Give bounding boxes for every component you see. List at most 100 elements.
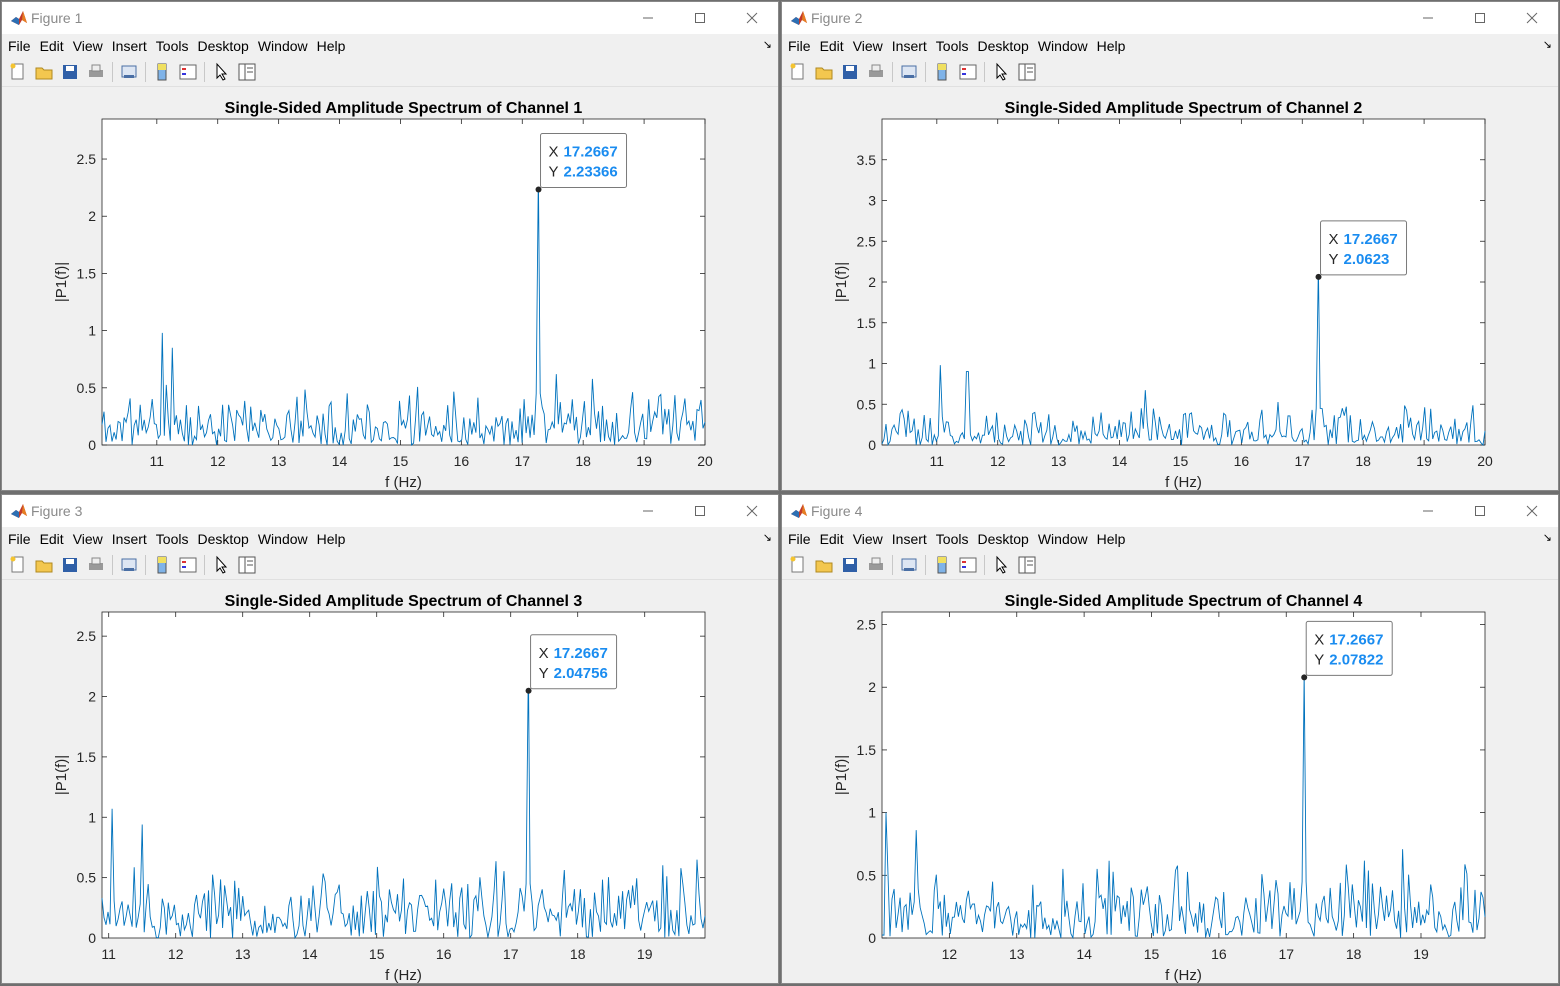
link-plot-icon[interactable] xyxy=(899,62,919,82)
title-bar[interactable]: Figure 2 xyxy=(782,2,1558,34)
spectrum-line[interactable] xyxy=(881,676,1486,940)
title-bar[interactable]: Figure 1 xyxy=(2,2,778,34)
new-figure-icon[interactable] xyxy=(788,555,808,575)
dock-arrow-icon[interactable]: ↘ xyxy=(1542,39,1552,51)
menu-insert[interactable]: Insert xyxy=(891,38,927,54)
menu-help[interactable]: Help xyxy=(1096,531,1126,547)
maximize-button[interactable] xyxy=(1454,2,1506,34)
open-file-icon[interactable] xyxy=(34,62,54,82)
menu-view[interactable]: View xyxy=(852,531,883,547)
close-button[interactable] xyxy=(1506,495,1558,527)
pointer-icon[interactable] xyxy=(991,555,1011,575)
figure-window[interactable]: Figure 1 File Edit View Insert Tools Desktop W… xyxy=(1,1,779,491)
menu-view[interactable]: View xyxy=(72,531,103,547)
close-button[interactable] xyxy=(726,495,778,527)
menu-file[interactable]: File xyxy=(8,38,31,54)
save-icon[interactable] xyxy=(840,555,860,575)
menu-edit[interactable]: Edit xyxy=(39,38,64,54)
menu-desktop[interactable]: Desktop xyxy=(197,38,249,54)
figure-window[interactable]: Figure 3 File Edit View Insert Tools Desktop W… xyxy=(1,494,779,984)
menu-file[interactable]: File xyxy=(788,38,811,54)
datatip-marker[interactable] xyxy=(535,186,542,193)
datatip-marker[interactable] xyxy=(525,687,532,694)
menu-help[interactable]: Help xyxy=(316,38,346,54)
minimize-button[interactable] xyxy=(622,495,674,527)
menu-insert[interactable]: Insert xyxy=(891,531,927,547)
menu-desktop[interactable]: Desktop xyxy=(977,38,1029,54)
menu-window[interactable]: Window xyxy=(257,531,308,547)
spectrum-line[interactable] xyxy=(101,690,706,940)
legend-icon[interactable] xyxy=(178,62,198,82)
link-plot-icon[interactable] xyxy=(119,555,139,575)
menu-tools[interactable]: Tools xyxy=(155,38,189,54)
new-figure-icon[interactable] xyxy=(8,555,28,575)
menu-help[interactable]: Help xyxy=(316,531,346,547)
close-button[interactable] xyxy=(1506,2,1558,34)
title-bar[interactable]: Figure 4 xyxy=(782,495,1558,527)
property-inspector-icon[interactable] xyxy=(1017,62,1037,82)
datatip-marker[interactable] xyxy=(1301,674,1308,681)
menu-tools[interactable]: Tools xyxy=(155,531,189,547)
menu-insert[interactable]: Insert xyxy=(111,531,147,547)
maximize-button[interactable] xyxy=(1454,495,1506,527)
pointer-icon[interactable] xyxy=(991,62,1011,82)
menu-file[interactable]: File xyxy=(788,531,811,547)
menu-desktop[interactable]: Desktop xyxy=(197,531,249,547)
datatip[interactable]: X 17.2667 Y 2.0623 xyxy=(1320,220,1408,276)
print-icon[interactable] xyxy=(86,555,106,575)
minimize-button[interactable] xyxy=(1402,495,1454,527)
dock-arrow-icon[interactable]: ↘ xyxy=(1542,532,1552,544)
colorbar-icon[interactable] xyxy=(152,555,172,575)
datatip[interactable]: X 17.2667 Y 2.23366 xyxy=(540,133,628,189)
menu-window[interactable]: Window xyxy=(257,38,308,54)
maximize-button[interactable] xyxy=(674,2,726,34)
print-icon[interactable] xyxy=(866,62,886,82)
menu-tools[interactable]: Tools xyxy=(935,531,969,547)
menu-insert[interactable]: Insert xyxy=(111,38,147,54)
close-button[interactable] xyxy=(726,2,778,34)
property-inspector-icon[interactable] xyxy=(1017,555,1037,575)
print-icon[interactable] xyxy=(866,555,886,575)
new-figure-icon[interactable] xyxy=(788,62,808,82)
menu-help[interactable]: Help xyxy=(1096,38,1126,54)
link-plot-icon[interactable] xyxy=(899,555,919,575)
menu-file[interactable]: File xyxy=(8,531,31,547)
minimize-button[interactable] xyxy=(622,2,674,34)
link-plot-icon[interactable] xyxy=(119,62,139,82)
dock-arrow-icon[interactable]: ↘ xyxy=(762,39,772,51)
menu-edit[interactable]: Edit xyxy=(819,38,844,54)
title-bar[interactable]: Figure 3 xyxy=(2,495,778,527)
menu-edit[interactable]: Edit xyxy=(39,531,64,547)
property-inspector-icon[interactable] xyxy=(237,555,257,575)
pointer-icon[interactable] xyxy=(211,62,231,82)
figure-window[interactable]: Figure 4 File Edit View Insert Tools Desktop W… xyxy=(781,494,1559,984)
legend-icon[interactable] xyxy=(178,555,198,575)
save-icon[interactable] xyxy=(60,555,80,575)
save-icon[interactable] xyxy=(60,62,80,82)
colorbar-icon[interactable] xyxy=(932,62,952,82)
legend-icon[interactable] xyxy=(958,555,978,575)
open-file-icon[interactable] xyxy=(34,555,54,575)
pointer-icon[interactable] xyxy=(211,555,231,575)
dock-arrow-icon[interactable]: ↘ xyxy=(762,532,772,544)
legend-icon[interactable] xyxy=(958,62,978,82)
spectrum-line[interactable] xyxy=(101,189,706,446)
spectrum-line[interactable] xyxy=(881,276,1486,447)
save-icon[interactable] xyxy=(840,62,860,82)
datatip[interactable]: X 17.2667 Y 2.07822 xyxy=(1305,620,1393,676)
menu-edit[interactable]: Edit xyxy=(819,531,844,547)
menu-tools[interactable]: Tools xyxy=(935,38,969,54)
menu-window[interactable]: Window xyxy=(1037,38,1088,54)
colorbar-icon[interactable] xyxy=(152,62,172,82)
colorbar-icon[interactable] xyxy=(932,555,952,575)
figure-window[interactable]: Figure 2 File Edit View Insert Tools Desktop W… xyxy=(781,1,1559,491)
print-icon[interactable] xyxy=(86,62,106,82)
menu-view[interactable]: View xyxy=(72,38,103,54)
menu-window[interactable]: Window xyxy=(1037,531,1088,547)
menu-view[interactable]: View xyxy=(852,38,883,54)
open-file-icon[interactable] xyxy=(814,62,834,82)
maximize-button[interactable] xyxy=(674,495,726,527)
datatip-marker[interactable] xyxy=(1315,273,1322,280)
open-file-icon[interactable] xyxy=(814,555,834,575)
minimize-button[interactable] xyxy=(1402,2,1454,34)
